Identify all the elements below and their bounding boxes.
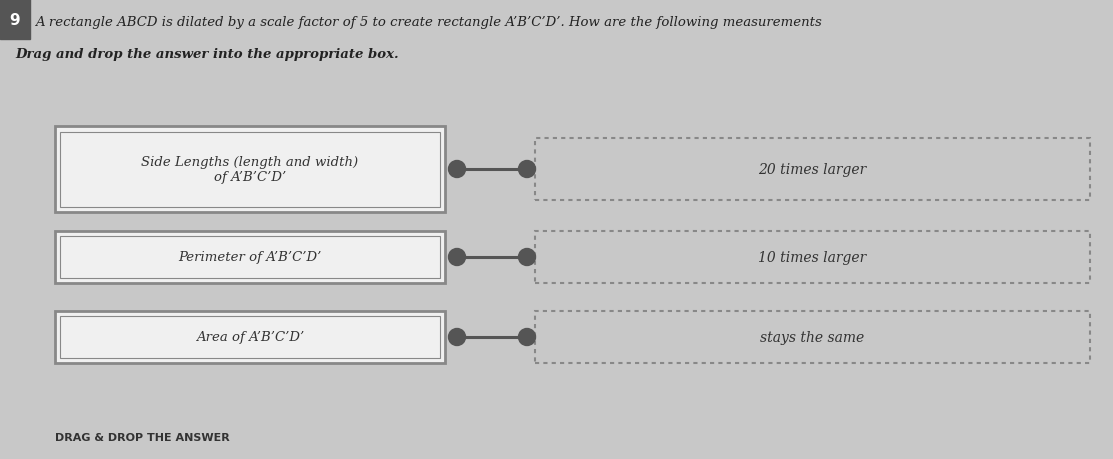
Text: 20 times larger: 20 times larger bbox=[758, 162, 867, 177]
Bar bbox=[535, 231, 1090, 283]
Text: Drag and drop the answer into the appropriate box.: Drag and drop the answer into the approp… bbox=[14, 48, 398, 62]
Bar bbox=[535, 139, 1090, 201]
Text: Perimeter of A’B’C’D’: Perimeter of A’B’C’D’ bbox=[178, 251, 322, 264]
Text: Area of A’B’C’D’: Area of A’B’C’D’ bbox=[196, 331, 304, 344]
Bar bbox=[55, 311, 445, 363]
Text: A rectangle ABCD is dilated by a scale factor of 5 to create rectangle A’B’C’D’.: A rectangle ABCD is dilated by a scale f… bbox=[35, 17, 821, 29]
Bar bbox=[60, 132, 440, 207]
Circle shape bbox=[519, 249, 535, 266]
Circle shape bbox=[449, 329, 465, 346]
Text: 9: 9 bbox=[10, 13, 20, 28]
Circle shape bbox=[449, 161, 465, 178]
Text: stays the same: stays the same bbox=[760, 330, 865, 344]
Bar bbox=[60, 316, 440, 358]
Text: Side Lengths (length and width)
of A’B’C’D’: Side Lengths (length and width) of A’B’C… bbox=[141, 156, 358, 184]
Circle shape bbox=[449, 249, 465, 266]
Circle shape bbox=[519, 161, 535, 178]
Text: DRAG & DROP THE ANSWER: DRAG & DROP THE ANSWER bbox=[55, 432, 229, 442]
Bar bbox=[55, 231, 445, 283]
Circle shape bbox=[519, 329, 535, 346]
Bar bbox=[535, 311, 1090, 363]
Bar bbox=[55, 127, 445, 212]
Bar bbox=[60, 236, 440, 279]
Text: 10 times larger: 10 times larger bbox=[758, 251, 867, 264]
Bar bbox=[0, 0, 30, 40]
